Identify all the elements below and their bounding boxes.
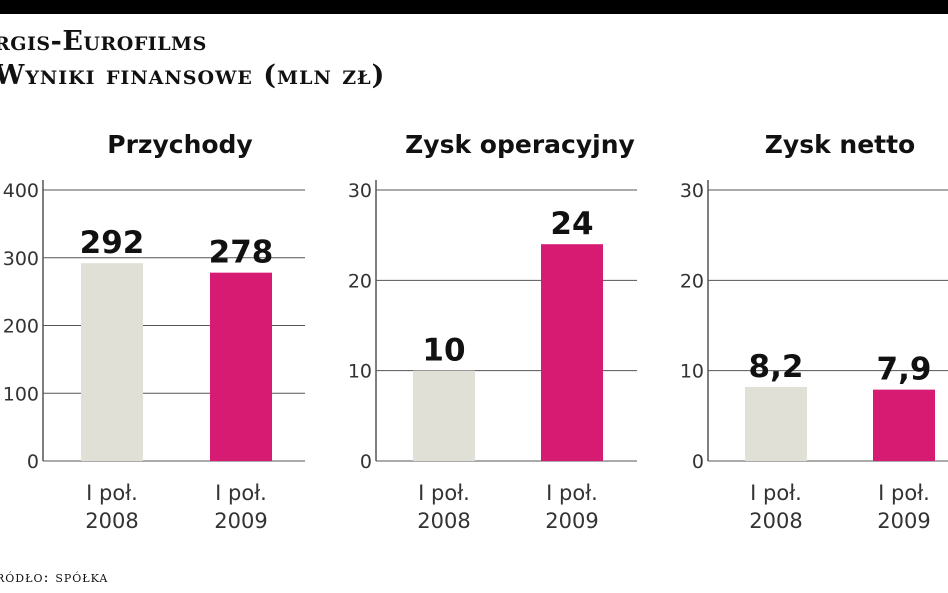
panel-zysk-netto-category-label-1-line1: I poł. <box>878 481 930 505</box>
panel-zysk-netto-y-tick-label-3: 30 <box>680 180 704 202</box>
panel-zysk-operacyjny-category-label-0-line1: I poł. <box>418 481 470 505</box>
panel-przychody-category-label-1-line1: I poł. <box>215 481 267 505</box>
top-black-bar <box>0 0 948 14</box>
chart-title: rgis-Eurofilms <box>0 26 207 57</box>
panel-zysk-operacyjny-y-tick-label-3: 30 <box>348 180 372 202</box>
panel-zysk-operacyjny-y-tick-label-1: 10 <box>348 361 372 383</box>
panel-zysk-netto-value-label-0: 8,2 <box>749 349 804 385</box>
source-note: ródło: spółka <box>0 568 109 586</box>
panel-zysk-netto-y-tick-label-0: 0 <box>692 451 704 473</box>
panel-zysk-operacyjny-y-tick-label-2: 20 <box>348 270 372 292</box>
panel-zysk-operacyjny-category-label-1-line1: I poł. <box>546 481 598 505</box>
panel-zysk-netto-y-tick-label-1: 10 <box>680 361 704 383</box>
panel-przychody-category-label-0-line2: 2008 <box>85 509 138 533</box>
panel-przychody-bar-0 <box>81 263 143 461</box>
panel-zysk-operacyjny-value-label-0: 10 <box>422 333 465 369</box>
panel-przychody-y-tick-label-4: 400 <box>3 180 39 202</box>
panel-przychody-category-label-1-line2: 2009 <box>214 509 267 533</box>
panel-przychody-value-label-0: 292 <box>80 225 145 261</box>
panel-zysk-netto-category-label-0-line2: 2008 <box>749 509 802 533</box>
panel-zysk-operacyjny-category-label-1-line2: 2009 <box>545 509 598 533</box>
panel-zysk-operacyjny-category-label-0-line2: 2008 <box>417 509 470 533</box>
panel-zysk-netto-bar-1 <box>873 389 935 461</box>
panel-przychody-y-tick-label-1: 100 <box>3 383 39 405</box>
panel-zysk-operacyjny-value-label-1: 24 <box>550 206 593 242</box>
panel-przychody-y-tick-label-2: 200 <box>3 316 39 338</box>
panel-przychody-y-tick-label-3: 300 <box>3 248 39 270</box>
panel-zysk-operacyjny-bar-0 <box>413 370 475 461</box>
panel-zysk-netto-bar-0 <box>745 386 807 461</box>
panel-zysk-netto-category-label-0-line1: I poł. <box>750 481 802 505</box>
panel-zysk-netto-y-tick-label-2: 20 <box>680 270 704 292</box>
panel-przychody-category-label-0-line1: I poł. <box>86 481 138 505</box>
panel-zysk-operacyjny-bar-1 <box>541 244 603 461</box>
panel-zysk-operacyjny-y-tick-label-0: 0 <box>360 451 372 473</box>
panel-zysk-netto-value-label-1: 7,9 <box>877 352 932 388</box>
panel-przychody-y-tick-label-0: 0 <box>27 451 39 473</box>
panel-przychody-title: Przychody <box>107 130 252 159</box>
panel-przychody-value-label-1: 278 <box>209 235 274 271</box>
panel-zysk-netto-category-label-1-line2: 2009 <box>877 509 930 533</box>
panel-przychody-bar-1 <box>210 272 272 461</box>
chart-subtitle: Wyniki finansowe (mln zł) <box>0 60 386 91</box>
panel-zysk-netto-title: Zysk netto <box>765 130 915 159</box>
panel-zysk-operacyjny-title: Zysk operacyjny <box>405 130 635 159</box>
